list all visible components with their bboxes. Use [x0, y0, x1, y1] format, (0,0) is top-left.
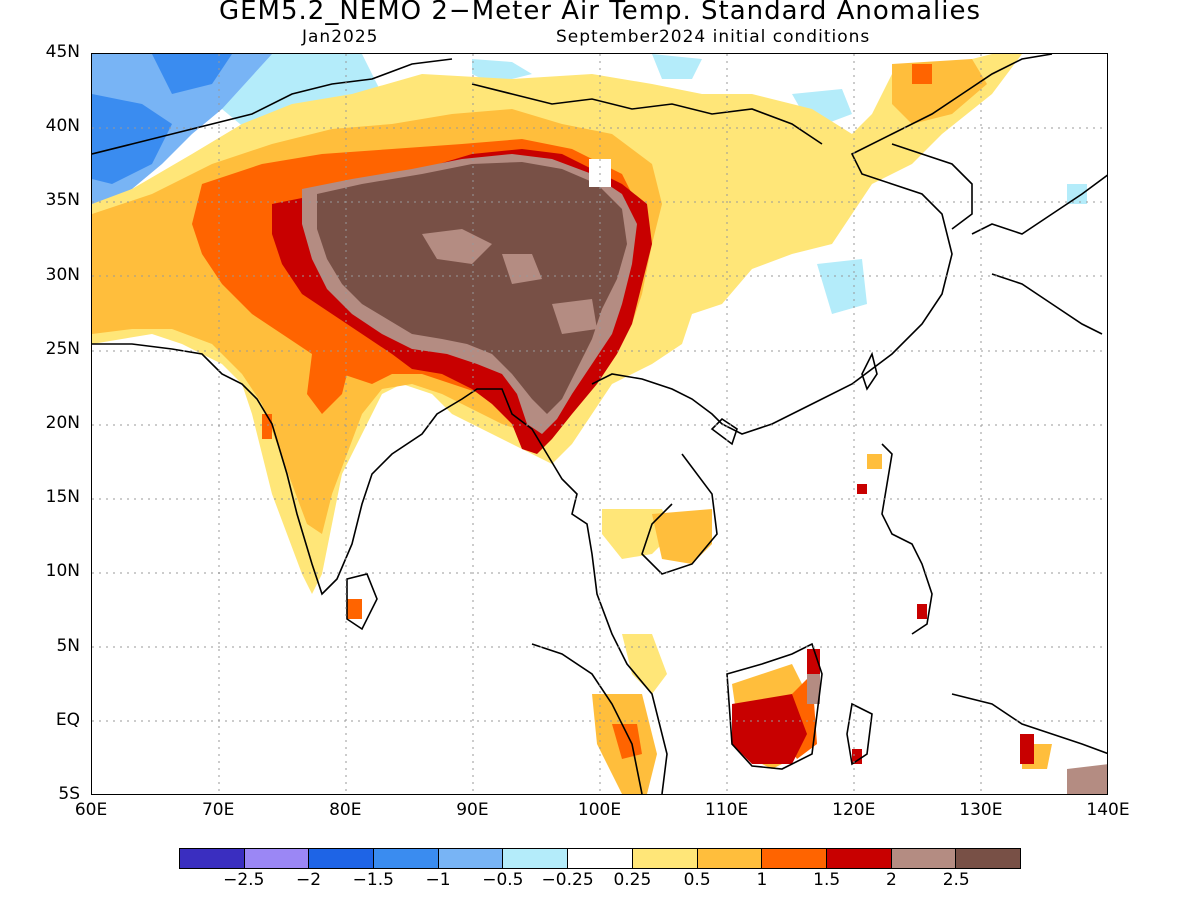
lon-label: 120E — [832, 800, 876, 820]
lat-label: 20N — [45, 413, 80, 433]
colorbar-swatch — [309, 849, 375, 868]
colorbar-label: 2 — [886, 870, 897, 890]
colorbar-swatch — [956, 849, 1020, 868]
lon-label: 90E — [456, 800, 489, 820]
lat-label: 10N — [45, 561, 80, 582]
lon-label: 80E — [329, 800, 362, 820]
lon-label: 70E — [201, 800, 235, 820]
colorbar-label: 2.5 — [942, 870, 970, 890]
map-canvas — [92, 54, 1107, 794]
colorbar-swatch — [762, 849, 827, 868]
colorbar-label: 0.5 — [683, 870, 711, 890]
graticule — [92, 54, 1107, 794]
colorbar-swatch — [697, 849, 763, 868]
cold-anomaly-northwest — [92, 54, 1087, 314]
colorbar-label: 0.25 — [613, 870, 652, 890]
colorbar-swatch — [891, 849, 957, 868]
colorbar — [179, 848, 1021, 869]
lat-label: 30N — [45, 264, 80, 285]
colorbar-swatch — [438, 849, 504, 868]
anomaly-map — [91, 53, 1108, 795]
valid-month: Jan2025 — [302, 27, 379, 47]
colorbar-swatch — [568, 849, 633, 868]
colorbar-label: −1 — [425, 870, 451, 890]
colorbar-label: −2 — [296, 870, 322, 890]
lon-label: 130E — [959, 800, 1003, 820]
lat-label: 35N — [45, 190, 80, 211]
lat-label: 5N — [56, 635, 80, 656]
colorbar-label: −2.5 — [223, 870, 265, 890]
colorbar-swatch — [503, 849, 569, 868]
colorbar-label: −0.5 — [482, 870, 524, 890]
lat-label: 25N — [45, 338, 80, 359]
initial-conditions: September2024 initial conditions — [556, 27, 871, 47]
lon-label: 60E — [74, 800, 108, 820]
colorbar-swatch — [374, 849, 439, 868]
colorbar-swatch — [632, 849, 698, 868]
coastlines — [92, 54, 1107, 794]
warm-anomaly-dark-brown — [317, 162, 627, 414]
colorbar-swatch — [244, 849, 310, 868]
colorbar-label: 1 — [756, 870, 768, 890]
lat-label: EQ — [55, 709, 80, 730]
colorbar-swatch — [826, 849, 892, 868]
map-title: GEM5.2_NEMO 2−Meter Air Temp. Standard A… — [218, 0, 982, 26]
colorbar-label: −0.25 — [541, 870, 594, 890]
lat-label: 45N — [45, 42, 80, 62]
lat-label: 40N — [45, 116, 80, 137]
colorbar-swatch — [180, 849, 245, 868]
lon-label: 140E — [1086, 800, 1130, 820]
colorbar-label: −1.5 — [352, 870, 394, 890]
lon-label: 100E — [577, 800, 622, 820]
lon-label: 110E — [705, 800, 749, 820]
lat-label: 5S — [58, 784, 80, 804]
lat-label: 15N — [45, 487, 80, 508]
colorbar-label: 1.5 — [813, 870, 841, 890]
